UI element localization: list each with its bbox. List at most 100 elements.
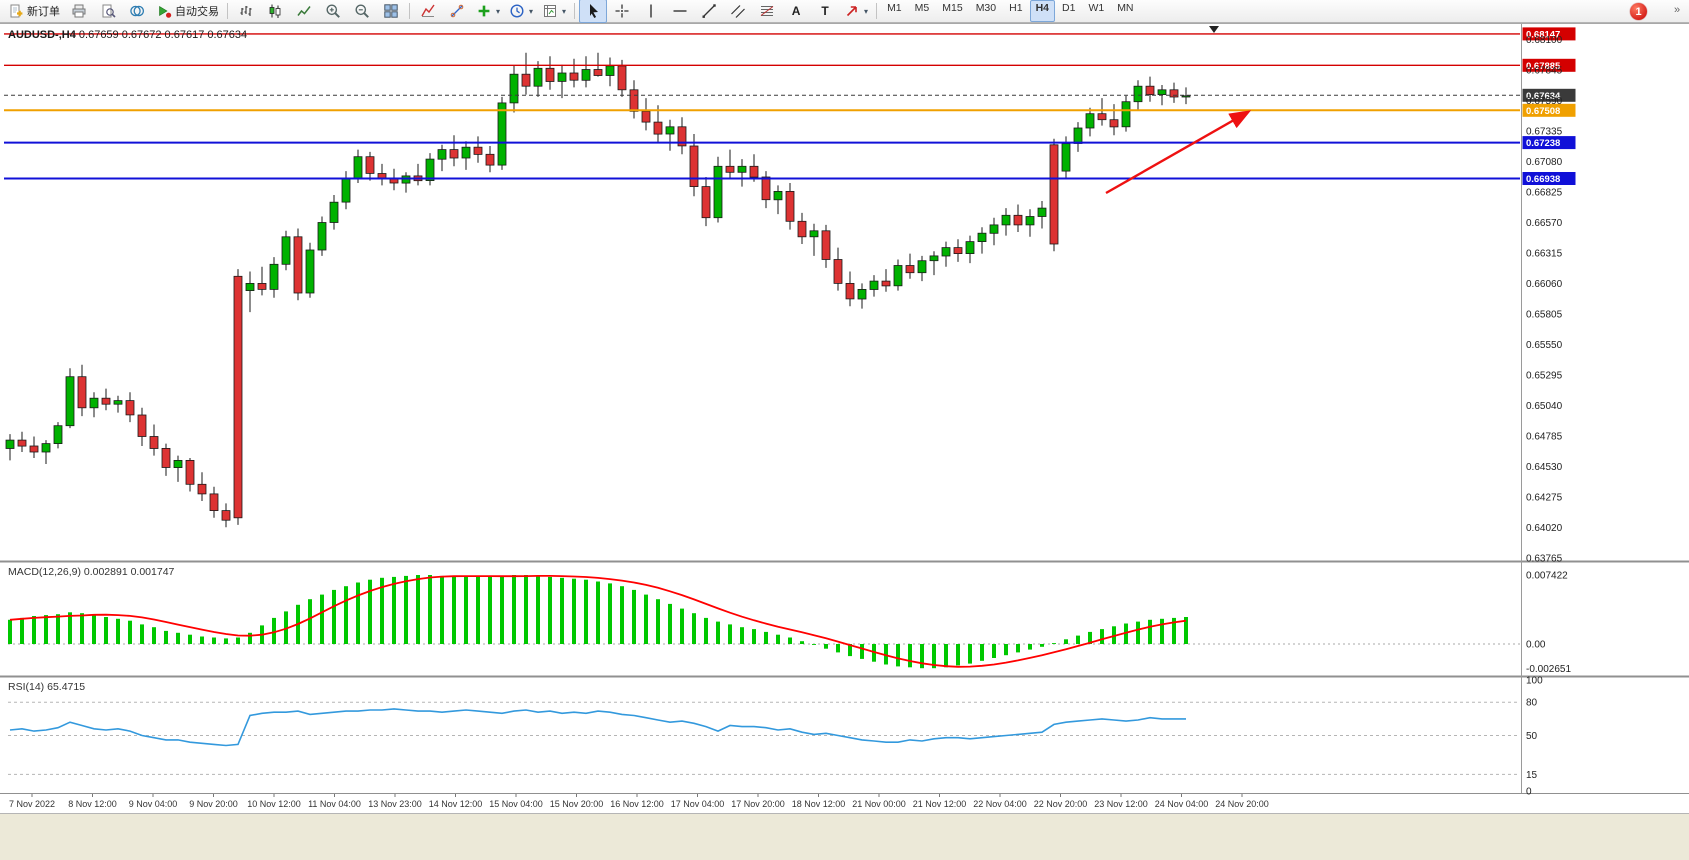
rsi-indicator: 100 80 50 15 0 <box>8 676 1543 798</box>
autotrading-button[interactable]: 自动交易 <box>152 0 223 23</box>
candle <box>953 239 963 262</box>
crosshair-button[interactable] <box>608 0 636 23</box>
text-label-button[interactable]: T <box>811 0 839 23</box>
timeframe-H1[interactable]: H1 <box>1009 2 1023 14</box>
candle <box>425 153 435 186</box>
macd-bar <box>512 575 516 644</box>
cursor-button[interactable] <box>579 0 608 23</box>
ohlc-values: 0.67659 0.67672 0.67617 0.67634 <box>78 29 248 41</box>
candle <box>1109 104 1119 136</box>
timeframe-D1[interactable]: D1 <box>1062 2 1076 14</box>
y-axis-label: 0.67080 <box>1526 157 1563 168</box>
equidistant-channel-button[interactable] <box>724 0 752 23</box>
time-axis-label: 14 Nov 12:00 <box>429 799 483 809</box>
macd-bar <box>536 575 540 644</box>
notification-badge[interactable]: 1 <box>1630 3 1647 20</box>
objects-list-button[interactable] <box>443 0 471 23</box>
macd-bar <box>1100 629 1104 644</box>
macd-bar <box>812 644 816 645</box>
macd-bar <box>932 644 936 669</box>
candlestick-series <box>5 52 1191 528</box>
print-preview-button[interactable] <box>94 0 122 23</box>
rsi-value: 65.4715 <box>47 681 86 693</box>
timeframe-H4[interactable]: H4 <box>1029 0 1055 22</box>
chart-canvas[interactable]: 0.68147 0.67885 0.67634 0.67508 0.67238 0.669… <box>0 0 1689 813</box>
zoom-out-button[interactable] <box>348 0 376 23</box>
time-axis-label: 8 Nov 12:00 <box>68 799 117 809</box>
candle <box>677 117 687 155</box>
candle <box>713 156 723 223</box>
text-button[interactable]: A <box>782 0 810 23</box>
candle <box>1049 138 1059 252</box>
candle <box>857 283 867 309</box>
macd-bar <box>524 575 528 644</box>
macd-bar <box>440 575 444 644</box>
templates-icon <box>544 5 557 17</box>
shift-triangle-icon[interactable] <box>1209 26 1219 33</box>
toolbar-overflow-icon[interactable]: » <box>1674 4 1681 16</box>
toolbar-separator <box>876 3 878 19</box>
fibonacci-button[interactable] <box>753 0 781 23</box>
macd-bar <box>572 578 576 644</box>
timeframe-W1[interactable]: W1 <box>1088 2 1105 14</box>
timeframe-MN[interactable]: MN <box>1117 2 1134 14</box>
sound-button[interactable] <box>123 0 151 23</box>
trend-arrow-annotation[interactable] <box>1105 110 1252 195</box>
bar-chart-button[interactable] <box>232 0 260 23</box>
timeframe-M1[interactable]: M1 <box>887 2 902 14</box>
time-axis-label: 9 Nov 20:00 <box>189 799 238 809</box>
arrow-line[interactable] <box>1105 110 1252 195</box>
horizontal-line-button[interactable] <box>666 0 694 23</box>
candle <box>149 424 159 456</box>
macd-bar <box>740 627 744 644</box>
candle <box>869 275 879 297</box>
print-button[interactable] <box>65 0 93 23</box>
candle <box>509 65 519 113</box>
vertical-line-button[interactable] <box>637 0 665 23</box>
text-label: A <box>791 4 801 18</box>
macd-bar <box>680 608 684 644</box>
macd-bar <box>644 594 648 644</box>
periods-button[interactable]: ▾ <box>505 0 537 23</box>
trendline-button[interactable] <box>695 0 723 23</box>
print-preview-icon <box>102 4 116 18</box>
arrows-button[interactable]: ▾ <box>840 0 872 23</box>
new-order-button[interactable]: 新订单 <box>4 0 64 23</box>
y-axis-label: 0.66570 <box>1526 218 1563 229</box>
macd-bar <box>752 629 756 644</box>
candle <box>221 503 231 528</box>
macd-bar <box>596 581 600 644</box>
macd-axis-label: 0.00 <box>1526 640 1546 651</box>
candle <box>545 56 555 90</box>
new-order-icon <box>10 4 23 18</box>
chart-shift-marker-icon[interactable] <box>1209 26 1219 33</box>
rsi-label: RSI(14) 65.4715 <box>8 681 86 693</box>
macd-bar <box>848 644 852 657</box>
candle <box>653 105 663 143</box>
templates-button[interactable]: ▾ <box>538 0 570 23</box>
y-axis-label: 0.65295 <box>1526 370 1563 381</box>
macd-bar <box>908 644 912 668</box>
tile-windows-button[interactable] <box>377 0 405 23</box>
line-chart-button[interactable] <box>290 0 318 23</box>
price-lines[interactable]: 0.68147 0.67885 0.67634 0.67508 0.67238 0.669… <box>4 27 1576 185</box>
chevron-down-icon: ▾ <box>496 6 501 16</box>
candle <box>785 183 795 230</box>
y-axis-label: 0.65040 <box>1526 401 1563 412</box>
timeframe-M5[interactable]: M5 <box>914 2 930 14</box>
macd-bar <box>800 641 804 644</box>
zoom-in-button[interactable] <box>319 0 347 23</box>
indicator-list-button[interactable] <box>414 0 442 23</box>
macd-bar <box>356 582 360 644</box>
timeframe-M30[interactable]: M30 <box>975 2 997 14</box>
horizontal-line-icon <box>673 10 687 12</box>
y-axis-label: 0.65805 <box>1526 309 1563 320</box>
price-line-label-box <box>1522 58 1576 72</box>
macd-bar <box>428 575 432 644</box>
main-toolbar: 新订单 自动交易 ▾ ▾ ▾ A T ▾ M1 M5 M15 M30 H1 H4 D1 W1 MN <box>0 0 1689 23</box>
timeframe-M15[interactable]: M15 <box>942 2 963 14</box>
cursor-icon <box>590 4 599 18</box>
add-indicator-button[interactable]: ▾ <box>472 0 504 23</box>
macd-bar <box>692 613 696 644</box>
candlestick-chart-button[interactable] <box>261 0 289 23</box>
